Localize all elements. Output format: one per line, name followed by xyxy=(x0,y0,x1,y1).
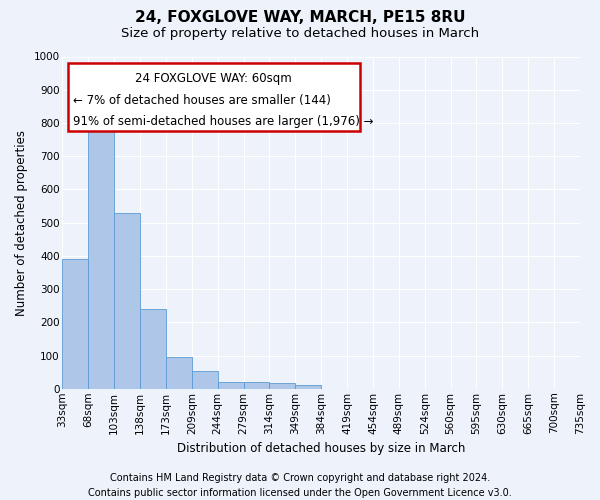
Text: 24, FOXGLOVE WAY, MARCH, PE15 8RU: 24, FOXGLOVE WAY, MARCH, PE15 8RU xyxy=(135,10,465,25)
Text: 24 FOXGLOVE WAY: 60sqm: 24 FOXGLOVE WAY: 60sqm xyxy=(136,72,292,85)
Bar xyxy=(269,384,295,389)
Text: Size of property relative to detached houses in March: Size of property relative to detached ho… xyxy=(121,28,479,40)
FancyBboxPatch shape xyxy=(68,63,360,132)
Bar xyxy=(295,386,321,389)
Bar xyxy=(166,356,192,389)
Text: 91% of semi-detached houses are larger (1,976) →: 91% of semi-detached houses are larger (… xyxy=(73,114,373,128)
Y-axis label: Number of detached properties: Number of detached properties xyxy=(15,130,28,316)
Bar xyxy=(244,382,269,389)
X-axis label: Distribution of detached houses by size in March: Distribution of detached houses by size … xyxy=(177,442,466,455)
Bar xyxy=(62,259,88,389)
Text: ← 7% of detached houses are smaller (144): ← 7% of detached houses are smaller (144… xyxy=(73,94,331,107)
Bar xyxy=(140,309,166,389)
Bar xyxy=(114,212,140,389)
Bar xyxy=(88,113,114,389)
Bar xyxy=(192,372,218,389)
Text: Contains HM Land Registry data © Crown copyright and database right 2024.
Contai: Contains HM Land Registry data © Crown c… xyxy=(88,472,512,498)
Bar xyxy=(218,382,244,389)
